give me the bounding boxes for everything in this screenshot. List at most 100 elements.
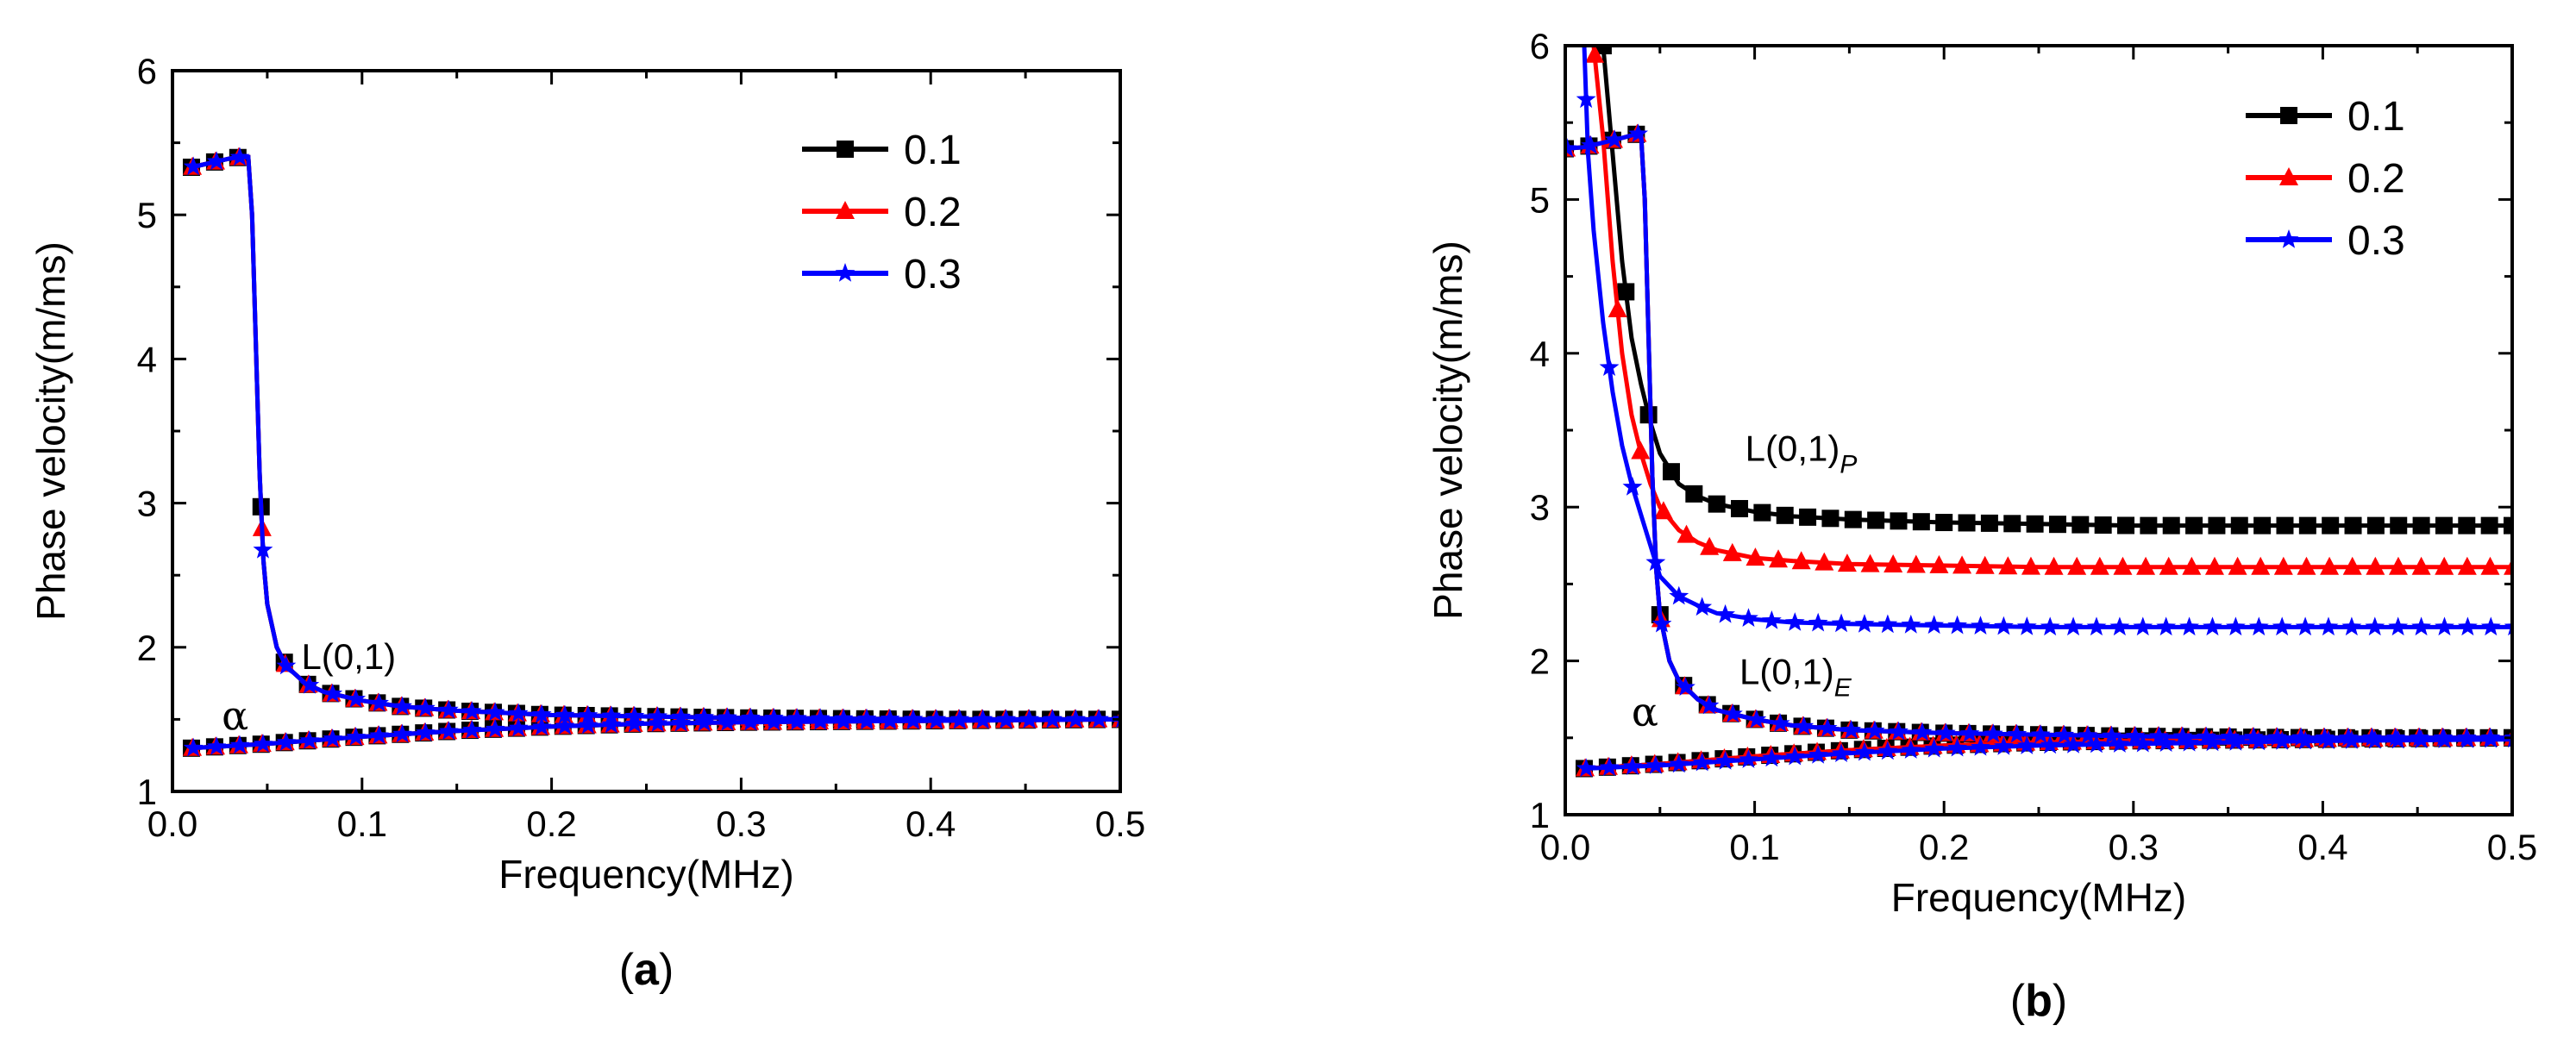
data-point xyxy=(1959,722,1980,742)
data-point xyxy=(1715,603,1735,623)
data-point xyxy=(1924,615,1945,635)
data-point xyxy=(369,725,389,744)
data-point xyxy=(2133,616,2153,636)
data-point xyxy=(2388,729,2409,749)
data-point xyxy=(461,720,482,739)
data-point xyxy=(1669,585,1689,605)
data-point xyxy=(2030,724,2051,743)
y-tick-label: 5 xyxy=(1530,179,1550,220)
data-point xyxy=(741,711,761,731)
data-point xyxy=(1685,485,1703,503)
data-point xyxy=(1770,713,1790,732)
panel-letter: a xyxy=(634,945,660,995)
series-line-plateau xyxy=(1591,46,2512,570)
y-axis-label: Phase velocity(m/ms) xyxy=(1426,241,1470,620)
y-tick-label: 6 xyxy=(1530,26,1550,66)
x-tick-label: 0.3 xyxy=(2109,827,2159,867)
legend-marker xyxy=(2278,229,2299,248)
data-point xyxy=(2480,516,2498,535)
legend-label: 0.1 xyxy=(2347,94,2405,140)
data-point xyxy=(2156,733,2177,752)
data-point xyxy=(253,539,273,559)
data-point xyxy=(461,701,482,720)
x-tick-label: 0.0 xyxy=(1540,827,1590,867)
data-point xyxy=(1808,745,1828,764)
data-point xyxy=(973,710,993,729)
data-point xyxy=(2273,556,2293,575)
data-point xyxy=(1817,717,1838,737)
data-point xyxy=(2078,725,2098,744)
data-point xyxy=(555,704,575,724)
y-tick-label: 4 xyxy=(1530,334,1550,374)
data-point xyxy=(2179,616,2199,636)
data-point xyxy=(1762,747,1782,767)
mode-subscript: P xyxy=(1840,451,1857,479)
x-tick-label: 0.4 xyxy=(2297,827,2347,867)
data-point xyxy=(578,715,599,735)
data-point xyxy=(323,683,343,703)
legend-label: 0.3 xyxy=(2347,218,2405,264)
data-point xyxy=(485,702,505,722)
data-point xyxy=(1784,746,1805,766)
data-point xyxy=(2251,556,2271,575)
panel-a: 0.0 0.1 0.2 0.3 0.4 0.5 1 2 3 4 5 6 Frequency(MHz) Ph… xyxy=(28,51,1145,995)
data-point xyxy=(276,655,297,675)
data-point xyxy=(2341,616,2362,636)
data-point xyxy=(2298,516,2316,535)
x-tick-label: 0.5 xyxy=(2487,827,2537,867)
data-point xyxy=(2063,616,2084,636)
alpha-annotation: α xyxy=(1632,689,1658,735)
data-point xyxy=(1980,514,1998,532)
data-point xyxy=(2295,616,2316,636)
data-point xyxy=(2204,556,2224,575)
data-point xyxy=(508,703,529,722)
data-point xyxy=(2086,616,2107,636)
y-axis-label: Phase velocity(m/ms) xyxy=(28,241,73,621)
data-point xyxy=(950,710,970,729)
data-point xyxy=(2102,725,2122,745)
data-point xyxy=(2109,616,2130,636)
data-point xyxy=(1865,720,1885,740)
data-point xyxy=(369,692,389,712)
data-point xyxy=(1676,677,1695,696)
data-point xyxy=(2196,726,2216,746)
data-point xyxy=(1677,524,1696,543)
data-point xyxy=(1599,757,1620,776)
data-point xyxy=(2390,516,2408,535)
data-point xyxy=(926,710,947,729)
y-tick-label: 1 xyxy=(1530,795,1550,835)
data-point xyxy=(1722,542,1742,561)
data-point xyxy=(2203,616,2222,636)
data-point xyxy=(1608,298,1627,317)
panel-label: (b) xyxy=(2010,976,2067,1026)
series-line-upper xyxy=(191,154,1120,722)
data-point xyxy=(2172,726,2193,746)
data-point xyxy=(276,732,297,751)
data-point xyxy=(2016,616,2037,635)
data-point xyxy=(2182,556,2202,575)
data-point xyxy=(2458,516,2476,535)
data-point xyxy=(763,711,784,731)
data-point xyxy=(485,718,505,738)
data-point xyxy=(2366,516,2385,535)
data-point xyxy=(1753,503,1771,522)
data-point xyxy=(346,727,367,746)
data-point xyxy=(2458,616,2478,636)
data-point xyxy=(1837,553,1857,572)
data-point xyxy=(2203,732,2222,752)
data-point xyxy=(392,723,412,743)
data-point xyxy=(2458,729,2478,748)
data-point xyxy=(880,710,900,730)
data-point xyxy=(2362,727,2382,747)
panel-label: (a) xyxy=(619,945,674,995)
data-point xyxy=(1019,710,1039,728)
data-point xyxy=(2054,724,2075,744)
data-point xyxy=(2026,515,2044,533)
data-point xyxy=(2149,726,2169,745)
data-point xyxy=(508,717,529,737)
data-point xyxy=(1994,736,2014,755)
data-point xyxy=(392,696,412,716)
data-point xyxy=(1831,613,1852,633)
data-point xyxy=(718,712,737,731)
data-point xyxy=(671,712,691,732)
